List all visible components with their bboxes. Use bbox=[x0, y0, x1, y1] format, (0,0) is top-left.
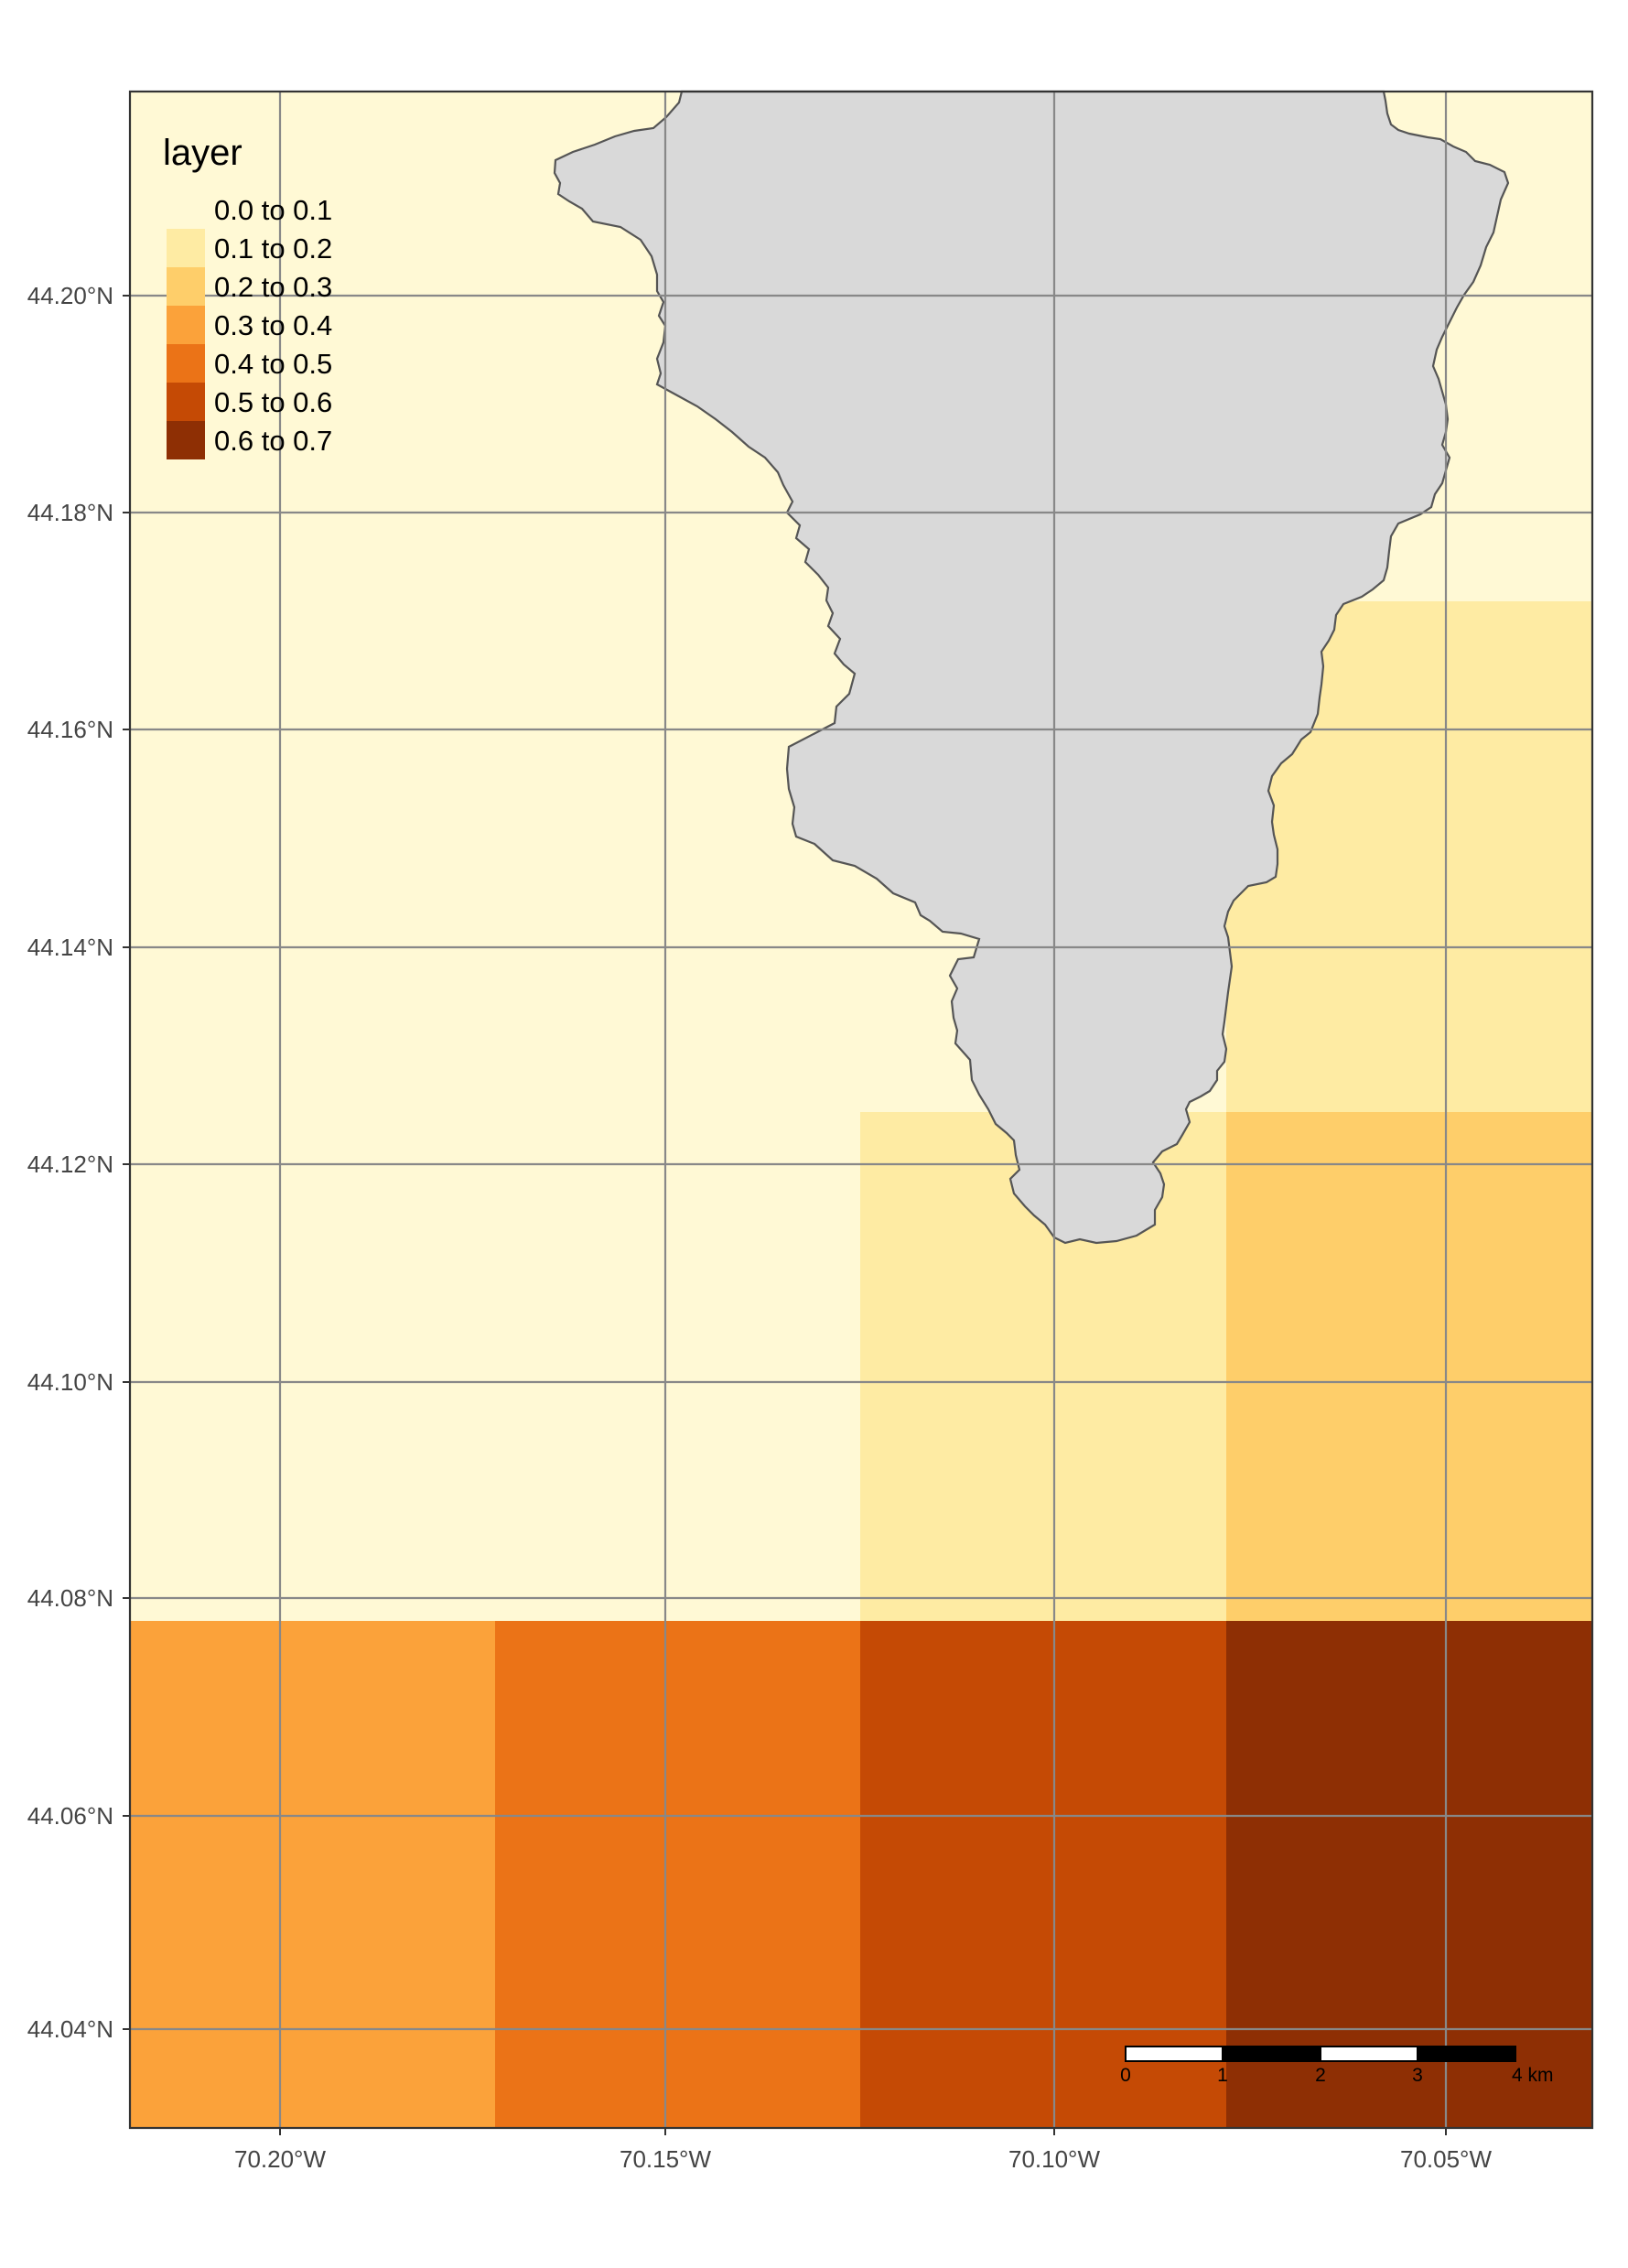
graticule bbox=[130, 92, 1592, 2128]
scale-bar-label: 0 bbox=[1120, 2065, 1131, 2086]
legend-swatch bbox=[167, 344, 205, 383]
scale-bar-label: 4 km bbox=[1512, 2065, 1554, 2086]
scale-bar-segment bbox=[1417, 2046, 1516, 2062]
lat-tick-label: 44.10°N bbox=[27, 1368, 113, 1396]
scale-bar-label: 2 bbox=[1315, 2065, 1326, 2086]
raster-cell bbox=[495, 1621, 861, 2128]
legend-label: 0.6 to 0.7 bbox=[214, 425, 332, 457]
scale-bar-label: 3 bbox=[1412, 2065, 1423, 2086]
lon-axis: 70.20°W 70.15°W 70.10°W 70.05°W bbox=[234, 2128, 1492, 2173]
raster-cell bbox=[1226, 1621, 1592, 2128]
legend-swatch bbox=[167, 383, 205, 421]
panel-border bbox=[128, 90, 1594, 2130]
scale-bar-segment bbox=[1125, 2046, 1224, 2062]
legend-swatch bbox=[167, 267, 205, 306]
legend: layer 0.0 to 0.1 0.1 to 0.2 0.2 to 0.3 0… bbox=[163, 133, 332, 459]
lat-tick-label: 44.12°N bbox=[27, 1150, 113, 1178]
raster-cell bbox=[130, 1621, 496, 2128]
legend-label: 0.3 to 0.4 bbox=[214, 309, 332, 341]
lon-tick-label: 70.20°W bbox=[234, 2145, 326, 2173]
scale-bar-segment bbox=[1222, 2046, 1321, 2062]
legend-label: 0.1 to 0.2 bbox=[214, 232, 332, 265]
legend-swatch bbox=[167, 421, 205, 459]
raster-cell bbox=[1226, 1112, 1592, 1622]
lon-tick-label: 70.10°W bbox=[1008, 2145, 1100, 2173]
legend-title: layer bbox=[163, 133, 243, 173]
scale-bar-segment bbox=[1320, 2046, 1418, 2062]
legend-swatch bbox=[167, 229, 205, 267]
lat-tick-label: 44.16°N bbox=[27, 716, 113, 743]
legend-label: 0.0 to 0.1 bbox=[214, 194, 332, 226]
lat-tick-label: 44.14°N bbox=[27, 934, 113, 961]
raster-cell bbox=[860, 1621, 1227, 2128]
legend-swatch bbox=[167, 190, 205, 229]
scale-bar: 0 1 2 3 4 km bbox=[1120, 2046, 1554, 2086]
lon-tick-label: 70.05°W bbox=[1400, 2145, 1492, 2173]
lat-axis: 44.04°N 44.06°N 44.08°N 44.10°N 44.12°N … bbox=[27, 282, 130, 2043]
legend-swatch bbox=[167, 306, 205, 344]
legend-label: 0.2 to 0.3 bbox=[214, 271, 332, 303]
lat-tick-label: 44.18°N bbox=[27, 499, 113, 526]
legend-label: 0.4 to 0.5 bbox=[214, 348, 332, 380]
lat-tick-label: 44.20°N bbox=[27, 282, 113, 309]
lat-tick-label: 44.06°N bbox=[27, 1802, 113, 1830]
lon-tick-label: 70.15°W bbox=[620, 2145, 711, 2173]
lat-tick-label: 44.04°N bbox=[27, 2015, 113, 2043]
legend-label: 0.5 to 0.6 bbox=[214, 386, 332, 418]
scale-bar-label: 1 bbox=[1217, 2065, 1228, 2086]
lat-tick-label: 44.08°N bbox=[27, 1584, 113, 1612]
